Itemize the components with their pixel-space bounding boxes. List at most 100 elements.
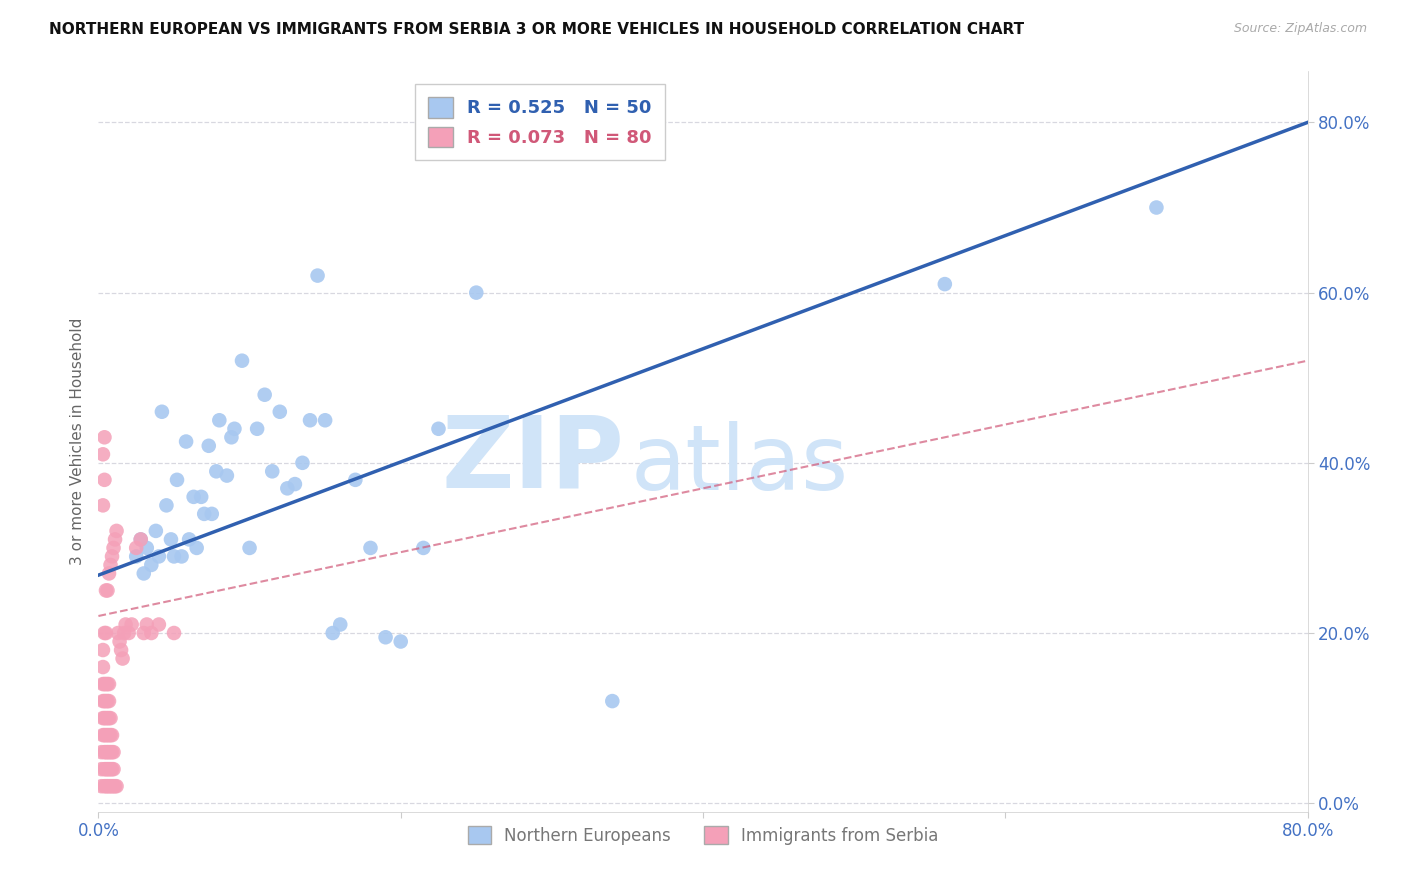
Point	[91, 447, 114, 461]
Point	[141, 558, 163, 572]
Point	[96, 779, 118, 793]
Point	[262, 464, 284, 478]
Point	[94, 626, 117, 640]
Point	[90, 745, 112, 759]
Point	[93, 626, 115, 640]
Point	[183, 490, 205, 504]
Point	[110, 643, 132, 657]
Text: NORTHERN EUROPEAN VS IMMIGRANTS FROM SERBIA 3 OR MORE VEHICLES IN HOUSEHOLD CORR: NORTHERN EUROPEAN VS IMMIGRANTS FROM SER…	[49, 22, 1025, 37]
Point	[96, 694, 118, 708]
Point	[96, 711, 118, 725]
Point	[98, 711, 121, 725]
Point	[100, 745, 122, 759]
Point	[166, 473, 188, 487]
Point	[91, 660, 114, 674]
Point	[125, 541, 148, 555]
Point	[100, 762, 122, 776]
Point	[174, 434, 197, 449]
Point	[93, 473, 115, 487]
Point	[193, 507, 215, 521]
Y-axis label: 3 or more Vehicles in Household: 3 or more Vehicles in Household	[69, 318, 84, 566]
Point	[96, 762, 118, 776]
Point	[93, 677, 115, 691]
Point	[90, 762, 112, 776]
Point	[148, 617, 170, 632]
Point	[360, 541, 382, 555]
Point	[91, 694, 114, 708]
Point	[94, 728, 117, 742]
Point	[96, 583, 118, 598]
Point	[150, 405, 173, 419]
Point	[98, 566, 121, 581]
Point	[98, 762, 121, 776]
Point	[93, 728, 115, 742]
Point	[104, 533, 127, 547]
Point	[276, 481, 298, 495]
Point	[246, 422, 269, 436]
Point	[197, 439, 219, 453]
Point	[201, 507, 224, 521]
Text: Source: ZipAtlas.com: Source: ZipAtlas.com	[1233, 22, 1367, 36]
Point	[148, 549, 170, 564]
Point	[135, 617, 157, 632]
Point	[374, 630, 396, 644]
Point	[160, 533, 183, 547]
Point	[208, 413, 231, 427]
Point	[215, 468, 238, 483]
Point	[389, 634, 412, 648]
Point	[231, 353, 253, 368]
Point	[170, 549, 193, 564]
Legend: Northern Europeans, Immigrants from Serbia: Northern Europeans, Immigrants from Serb…	[461, 820, 945, 852]
Point	[427, 422, 450, 436]
Point	[132, 626, 155, 640]
Point	[307, 268, 329, 283]
Point	[103, 745, 125, 759]
Point	[108, 634, 131, 648]
Point	[291, 456, 314, 470]
Point	[93, 779, 115, 793]
Point	[101, 745, 124, 759]
Point	[112, 626, 135, 640]
Point	[90, 779, 112, 793]
Point	[93, 694, 115, 708]
Point	[344, 473, 367, 487]
Point	[239, 541, 262, 555]
Point	[93, 430, 115, 444]
Point	[94, 677, 117, 691]
Point	[329, 617, 352, 632]
Point	[163, 549, 186, 564]
Point	[98, 745, 121, 759]
Point	[205, 464, 228, 478]
Point	[103, 541, 125, 555]
Point	[186, 541, 208, 555]
Point	[132, 566, 155, 581]
Point	[94, 694, 117, 708]
Point	[221, 430, 243, 444]
Point	[114, 617, 136, 632]
Point	[145, 524, 167, 538]
Point	[96, 728, 118, 742]
Point	[101, 779, 124, 793]
Point	[94, 779, 117, 793]
Point	[98, 677, 121, 691]
Point	[107, 626, 129, 640]
Point	[100, 779, 122, 793]
Point	[129, 533, 152, 547]
Point	[104, 779, 127, 793]
Point	[103, 779, 125, 793]
Point	[98, 694, 121, 708]
Point	[93, 711, 115, 725]
Point	[100, 558, 122, 572]
Point	[91, 728, 114, 742]
Point	[94, 583, 117, 598]
Point	[101, 762, 124, 776]
Point	[934, 277, 956, 292]
Point	[118, 626, 141, 640]
Text: ZIP: ZIP	[441, 411, 624, 508]
Point	[141, 626, 163, 640]
Point	[100, 711, 122, 725]
Point	[1144, 201, 1167, 215]
Point	[135, 541, 157, 555]
Point	[94, 745, 117, 759]
Point	[93, 745, 115, 759]
